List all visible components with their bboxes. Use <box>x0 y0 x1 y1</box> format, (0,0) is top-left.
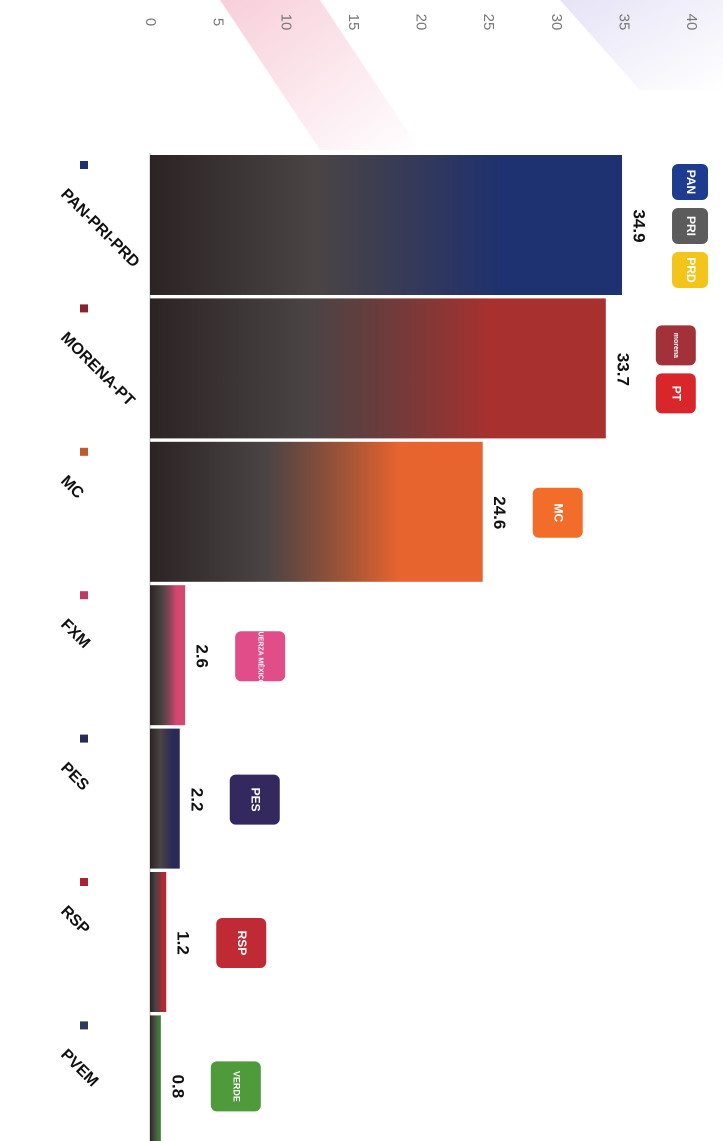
category-bullet <box>80 591 88 600</box>
mc-logo-bg <box>532 487 583 538</box>
tick-label: 10 <box>277 14 294 31</box>
tick-label: 0 <box>142 18 159 26</box>
pes-logo-bg <box>229 774 280 825</box>
bar-rsp <box>150 872 167 1012</box>
value-label: 1.2 <box>174 931 193 955</box>
category-bullet <box>80 447 88 456</box>
bar-pan-pri-prd <box>150 155 623 295</box>
pink-stripe <box>220 0 420 150</box>
tick-label: 20 <box>413 14 430 31</box>
category-label: RSP <box>57 903 93 939</box>
pt-logo-text: PT <box>670 386 684 402</box>
category-bullet <box>80 161 88 169</box>
pri-logo: PRI <box>672 208 709 244</box>
category-label: MORENA-PT <box>57 329 138 410</box>
category-label: PVEM <box>57 1046 101 1090</box>
prd-logo-bg <box>672 252 709 288</box>
morena-logo-text: morena <box>672 333 679 358</box>
category-bullet <box>80 878 88 886</box>
tick-label: 15 <box>345 14 362 31</box>
value-label: 0.8 <box>168 1075 187 1099</box>
category-bullet <box>80 734 88 743</box>
value-label: 33.7 <box>613 353 632 386</box>
pvem-logo: VERDE <box>210 1061 261 1112</box>
rsp-logo: RSP <box>216 918 267 968</box>
fxm-logo-bg <box>235 631 286 682</box>
morena-logo: morena <box>655 325 696 366</box>
prd-logo-text: PRD <box>684 257 698 283</box>
morena-logo-bg <box>655 325 696 366</box>
mc-logo-text: MC <box>552 503 566 522</box>
pan-logo-bg <box>672 164 709 200</box>
pvem-logo-bg <box>210 1061 261 1112</box>
bar-pvem <box>150 1015 161 1141</box>
value-label: 2.6 <box>193 644 212 668</box>
fxm-logo-text: FUERZA MÉXICO <box>256 627 265 685</box>
category-label: FXM <box>57 616 93 652</box>
pes-logo: PES <box>229 774 280 825</box>
category-label: MC <box>57 473 87 503</box>
value-label: 24.6 <box>490 496 509 529</box>
value-label: 2.2 <box>187 788 206 812</box>
tick-label: 5 <box>210 18 227 26</box>
bar-mc <box>150 441 483 582</box>
rsp-logo-bg <box>216 918 267 968</box>
mc-logo: MC <box>532 487 583 538</box>
value-label: 34.9 <box>630 209 649 242</box>
pt-logo: PT <box>655 373 696 414</box>
pt-logo-bg <box>655 373 696 414</box>
fxm-logo: FUERZA MÉXICO <box>235 627 286 686</box>
tick-label: 25 <box>480 14 497 31</box>
rsp-logo-text: RSP <box>235 931 249 956</box>
pan-logo: PAN <box>672 164 709 200</box>
category-label: PAN-PRI-PRD <box>57 186 142 271</box>
pes-logo-text: PES <box>249 788 263 812</box>
tick-label: 40 <box>683 14 700 31</box>
tick-label: 35 <box>615 14 632 31</box>
pvem-logo-text: VERDE <box>231 1071 241 1102</box>
pan-logo-text: PAN <box>684 170 698 194</box>
pri-logo-text: PRI <box>684 216 698 236</box>
pri-logo-bg <box>672 208 709 244</box>
tick-label: 30 <box>548 14 565 31</box>
bar-pes <box>150 728 180 869</box>
bar-fxm <box>150 585 186 726</box>
lilac-stripe <box>560 0 723 90</box>
category-label: PES <box>57 759 92 794</box>
category-bullet <box>80 304 88 313</box>
category-bullet <box>80 1021 88 1030</box>
bar-morena-pt <box>150 298 606 439</box>
prd-logo: PRD <box>672 252 709 288</box>
